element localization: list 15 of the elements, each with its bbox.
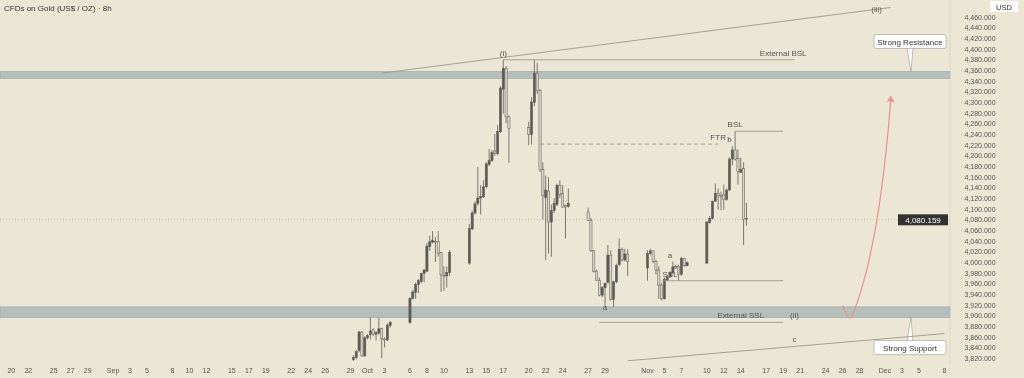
- annotation: External BSL: [759, 48, 808, 58]
- ref-line-label: 4,080.159: [905, 215, 942, 225]
- annotation: (ii): [790, 311, 800, 321]
- annotation: (iii): [871, 5, 883, 14]
- annotation: c: [792, 334, 797, 344]
- annotation: BSL: [727, 120, 744, 130]
- annotation: a: [602, 302, 608, 312]
- annotation: a: [667, 250, 673, 260]
- annotation: b: [727, 135, 733, 145]
- annotation: External SSL: [717, 311, 765, 321]
- annotation: FTR: [710, 133, 727, 143]
- annotation: (i): [499, 48, 508, 58]
- band-label: Strong Support: [883, 343, 938, 353]
- band-label: Strong Resistance: [877, 37, 944, 47]
- text: CFDs on Gold (US$ / OZ) · 8h: [4, 4, 112, 13]
